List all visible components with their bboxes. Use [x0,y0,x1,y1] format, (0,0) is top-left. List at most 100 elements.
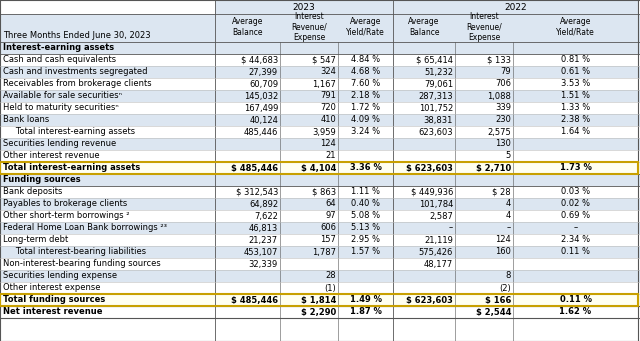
Text: 21,119: 21,119 [424,236,453,244]
Text: Interest-earning assets: Interest-earning assets [3,44,114,53]
Bar [0,42,640,54]
Bar [0,258,640,270]
Bar [0,162,640,174]
Text: Total interest-bearing liabilities: Total interest-bearing liabilities [8,248,146,256]
Text: 0.11 %: 0.11 % [559,296,591,305]
Bar [0,198,640,210]
Text: 79,061: 79,061 [424,79,453,89]
Text: 130: 130 [495,139,511,148]
Text: (2): (2) [499,283,511,293]
Text: Bank loans: Bank loans [3,116,49,124]
Text: 5: 5 [506,151,511,161]
Text: $ 623,603: $ 623,603 [406,163,453,173]
Text: 4: 4 [506,211,511,221]
Text: 1.73 %: 1.73 % [559,163,591,173]
Text: 21: 21 [326,151,336,161]
Text: 1.57 %: 1.57 % [351,248,380,256]
Text: 167,499: 167,499 [244,104,278,113]
Text: 720: 720 [320,104,336,113]
Text: –: – [573,223,578,233]
Text: Cash and cash equivalents: Cash and cash equivalents [3,56,116,64]
Text: 101,784: 101,784 [419,199,453,208]
Text: 38,831: 38,831 [424,116,453,124]
Text: 60,709: 60,709 [249,79,278,89]
Text: $ 863: $ 863 [312,188,336,196]
Bar [0,78,640,90]
Bar [0,270,640,282]
Text: 485,446: 485,446 [244,128,278,136]
Text: Three Months Ended June 30, 2023: Three Months Ended June 30, 2023 [3,31,150,40]
Text: 79: 79 [500,68,511,76]
Text: Federal Home Loan Bank borrowings ²³: Federal Home Loan Bank borrowings ²³ [3,223,167,233]
Text: 1.49 %: 1.49 % [349,296,381,305]
Text: 2.38 %: 2.38 % [561,116,590,124]
Text: 64,892: 64,892 [249,199,278,208]
Text: Securities lending expense: Securities lending expense [3,271,117,281]
Bar [0,186,640,198]
Text: $ 485,446: $ 485,446 [231,163,278,173]
Text: $ 485,446: $ 485,446 [231,296,278,305]
Text: 2,587: 2,587 [429,211,453,221]
Text: Payables to brokerage clients: Payables to brokerage clients [3,199,127,208]
Text: 124: 124 [495,236,511,244]
Bar [0,66,640,78]
Text: Cash and investments segregated: Cash and investments segregated [3,68,147,76]
Bar [0,90,640,102]
Text: $ 2,290: $ 2,290 [301,308,336,316]
Text: Total interest-earning assets: Total interest-earning assets [8,128,135,136]
Text: 1.87 %: 1.87 % [349,308,381,316]
Bar [0,126,640,138]
Text: 1.72 %: 1.72 % [351,104,380,113]
Text: $ 312,543: $ 312,543 [236,188,278,196]
Text: $ 4,104: $ 4,104 [301,163,336,173]
Text: 0.11 %: 0.11 % [561,248,590,256]
Text: 2,575: 2,575 [487,128,511,136]
Bar [0,114,640,126]
Text: 339: 339 [495,104,511,113]
Text: Held to maturity securitiesⁿ: Held to maturity securitiesⁿ [3,104,119,113]
Text: –: – [507,223,511,233]
Bar [0,294,640,306]
Text: 791: 791 [320,91,336,101]
Text: 7,622: 7,622 [254,211,278,221]
Text: Other interest revenue: Other interest revenue [3,151,100,161]
Text: Interest
Revenue/
Expense: Interest Revenue/ Expense [466,12,502,42]
Bar [0,246,640,258]
Text: 1.64 %: 1.64 % [561,128,590,136]
Text: 1.11 %: 1.11 % [351,188,380,196]
Text: 8: 8 [506,271,511,281]
Text: 230: 230 [495,116,511,124]
Text: 3.53 %: 3.53 % [561,79,590,89]
Text: 0.40 %: 0.40 % [351,199,380,208]
Text: $ 28: $ 28 [492,188,511,196]
Text: 2.18 %: 2.18 % [351,91,380,101]
Text: Available for sale securitiesⁿ: Available for sale securitiesⁿ [3,91,122,101]
Text: $ 547: $ 547 [312,56,336,64]
Text: 64: 64 [325,199,336,208]
Text: Average
Balance: Average Balance [232,17,263,37]
Text: 3,959: 3,959 [312,128,336,136]
Text: 706: 706 [495,79,511,89]
Text: Average
Yield/Rate: Average Yield/Rate [346,17,385,37]
Bar [0,102,640,114]
Text: 606: 606 [320,223,336,233]
Text: 160: 160 [495,248,511,256]
Text: 3.24 %: 3.24 % [351,128,380,136]
Text: $ 166: $ 166 [484,296,511,305]
Text: 2.34 %: 2.34 % [561,236,590,244]
Text: 48,177: 48,177 [424,260,453,268]
Text: 1.51 %: 1.51 % [561,91,590,101]
Text: Securities lending revenue: Securities lending revenue [3,139,116,148]
Text: 5.13 %: 5.13 % [351,223,380,233]
Text: Long-term debt: Long-term debt [3,236,68,244]
Text: Bank deposits: Bank deposits [3,188,62,196]
Text: 0.02 %: 0.02 % [561,199,590,208]
Text: 623,603: 623,603 [419,128,453,136]
Text: 97: 97 [325,211,336,221]
Text: Other short-term borrowings ²: Other short-term borrowings ² [3,211,129,221]
Text: 453,107: 453,107 [244,248,278,256]
Text: 324: 324 [320,68,336,76]
Text: 4: 4 [506,199,511,208]
Text: Other interest expense: Other interest expense [3,283,100,293]
Text: 124: 124 [320,139,336,148]
